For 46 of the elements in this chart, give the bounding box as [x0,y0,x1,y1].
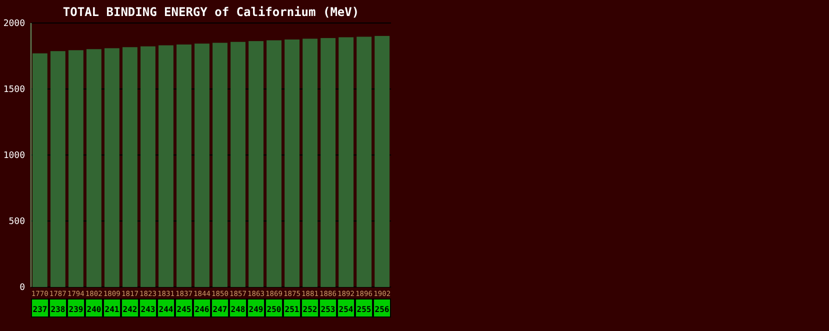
bar [266,40,282,287]
x-tick-label: 244 [158,305,174,314]
x-tick-label: 240 [86,305,102,314]
bar [284,40,300,287]
x-tick-label: 246 [194,305,210,314]
bar [32,53,48,287]
bar [230,42,246,287]
x-tick-label: 241 [104,305,120,314]
y-tick-label: 500 [8,216,25,227]
x-tick-label: 253 [320,305,336,314]
bar [194,44,210,287]
bar [86,49,102,287]
bar [176,44,192,287]
y-tick-label: 0 [20,282,25,293]
x-tick-label: 238 [50,305,66,314]
x-tick-label: 247 [212,305,228,314]
y-tick-label: 2000 [3,18,25,29]
x-tick-label: 245 [176,305,192,314]
x-tick-label: 243 [140,305,156,314]
y-tick-label: 1500 [3,84,25,95]
x-tick-label: 248 [230,305,246,314]
x-tick-label: 256 [374,305,390,314]
bar [356,36,372,287]
bar [68,50,84,287]
x-tick-label: 242 [122,305,138,314]
bar [248,41,264,287]
bar [50,51,66,287]
x-tick-label: 250 [266,305,282,314]
bar [374,36,390,287]
x-tick-label: 239 [68,305,84,314]
x-tick-label: 237 [32,305,48,314]
bar [212,42,228,287]
x-tick-label: 252 [302,305,318,314]
bar [302,38,318,287]
x-tick-label: 255 [356,305,372,314]
bar [140,46,156,287]
x-tick-label: 251 [284,305,300,314]
y-tick-label: 1000 [3,150,25,161]
chart-title: TOTAL BINDING ENERGY of Californium (MeV) [62,5,360,19]
bar [320,38,336,287]
bar [122,47,138,287]
bar [158,45,174,287]
x-tick-label: 249 [248,305,264,314]
x-tick-label: 254 [338,305,354,314]
bar [338,37,354,287]
bar [104,48,120,287]
